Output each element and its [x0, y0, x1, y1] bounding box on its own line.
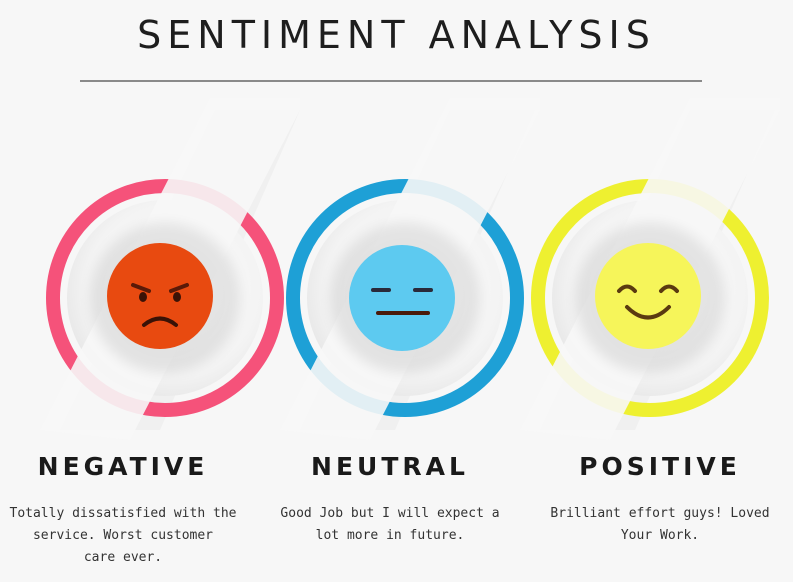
positive-badge — [520, 98, 780, 440]
title-divider — [80, 80, 702, 82]
positive-label: POSITIVE — [579, 452, 741, 481]
neutral-label: NEUTRAL — [311, 452, 469, 481]
neutral-face-icon — [349, 245, 455, 351]
negative-badge — [40, 98, 300, 440]
angry-face-icon — [107, 243, 213, 349]
negative-label: NEGATIVE — [37, 452, 209, 481]
smiling-face-icon — [595, 243, 701, 349]
negative-description: Totally dissatisfied with the service. W… — [9, 506, 237, 565]
neutral-badge — [280, 98, 540, 440]
page-title: SENTIMENT ANALYSIS — [137, 13, 656, 57]
neutral-description: Good Job but I will expect a lot more in… — [280, 506, 500, 543]
positive-description: Brilliant effort guys! Loved Your Work. — [550, 506, 770, 543]
